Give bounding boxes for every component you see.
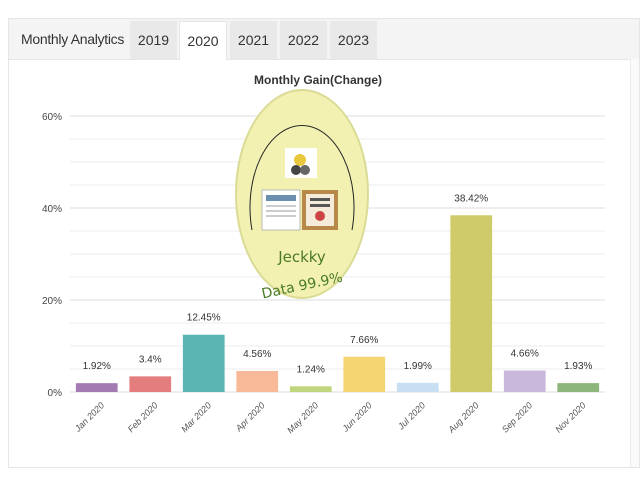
bar-sep-2020[interactable] bbox=[503, 370, 546, 392]
x-tick-label: Jan 2020 bbox=[72, 400, 106, 434]
bar-mar-2020[interactable] bbox=[182, 334, 225, 392]
watermark: Jeckky Data 99.9% bbox=[235, 89, 369, 302]
tab-bar: Monthly Analytics 2019 2020 2021 2022 20… bbox=[9, 19, 639, 60]
watermark-name: Jeckky bbox=[277, 248, 326, 266]
x-tick-label: Nov 2020 bbox=[553, 400, 587, 434]
bar-value-label: 3.4% bbox=[139, 354, 162, 365]
x-tick-label: Jun 2020 bbox=[340, 400, 374, 434]
data-labels: 1.92% 3.4% 12.45% 4.56% 1.24% 7.66% 1.99% 38.42… bbox=[83, 193, 593, 375]
x-tick-label: Apr 2020 bbox=[233, 400, 267, 434]
bar-jun-2020[interactable] bbox=[343, 356, 386, 392]
x-tick-label: Feb 2020 bbox=[126, 400, 160, 434]
bar-value-label: 7.66% bbox=[350, 335, 378, 346]
bar-feb-2020[interactable] bbox=[129, 376, 172, 392]
bar-may-2020[interactable] bbox=[289, 386, 332, 392]
bar-value-label: 38.42% bbox=[454, 193, 488, 204]
scroll-edge bbox=[630, 59, 639, 467]
y-tick-label: 40% bbox=[42, 204, 62, 215]
bars bbox=[75, 215, 600, 392]
y-tick-label: 60% bbox=[42, 112, 62, 123]
y-axis: 0% 20% 40% 60% bbox=[42, 112, 62, 399]
x-tick-label: Sep 2020 bbox=[500, 400, 534, 434]
bar-nov-2020[interactable] bbox=[557, 383, 600, 392]
y-tick-label: 20% bbox=[42, 296, 62, 307]
x-tick-label: Aug 2020 bbox=[446, 400, 481, 435]
bar-value-label: 1.93% bbox=[564, 361, 592, 372]
bar-jan-2020[interactable] bbox=[75, 383, 118, 392]
bar-jul-2020[interactable] bbox=[396, 382, 439, 392]
x-axis: Jan 2020 Feb 2020 Mar 2020 Apr 2020 May 2020… bbox=[72, 400, 587, 435]
bar-value-label: 1.92% bbox=[83, 361, 111, 372]
analytics-panel: Monthly Analytics 2019 2020 2021 2022 20… bbox=[8, 18, 640, 468]
bar-aug-2020[interactable] bbox=[450, 215, 493, 392]
bar-value-label: 12.45% bbox=[187, 313, 221, 324]
tab-2019[interactable]: 2019 bbox=[129, 21, 177, 59]
tab-2022[interactable]: 2022 bbox=[279, 21, 327, 59]
tab-2021[interactable]: 2021 bbox=[229, 21, 277, 59]
x-tick-label: Mar 2020 bbox=[179, 400, 213, 434]
y-tick-label: 0% bbox=[48, 388, 63, 399]
bar-value-label: 1.99% bbox=[404, 361, 432, 372]
x-tick-label: May 2020 bbox=[285, 400, 320, 435]
bar-value-label: 4.56% bbox=[243, 349, 271, 360]
tab-2023[interactable]: 2023 bbox=[329, 21, 377, 59]
bar-value-label: 1.24% bbox=[297, 364, 325, 375]
watermark-arc bbox=[249, 125, 355, 231]
x-tick-label: Jul 2020 bbox=[395, 400, 427, 432]
bee-icon bbox=[285, 148, 317, 178]
bar-value-label: 4.66% bbox=[511, 349, 539, 360]
award-icon bbox=[302, 190, 338, 230]
chart-title: Monthly Gain(Change) bbox=[254, 73, 382, 87]
certificate-icon bbox=[261, 189, 301, 231]
tab-2020[interactable]: 2020 bbox=[179, 21, 227, 60]
panel-title: Monthly Analytics bbox=[21, 31, 125, 47]
bar-apr-2020[interactable] bbox=[236, 371, 279, 392]
